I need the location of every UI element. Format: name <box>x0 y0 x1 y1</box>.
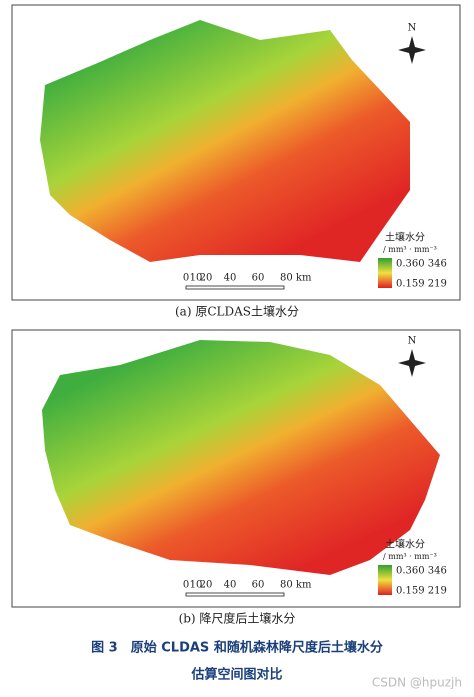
legend-max: 0.360 346 <box>396 566 447 577</box>
compass <box>398 349 426 377</box>
scale-label: 0 <box>183 273 189 284</box>
scale-label: 10 <box>190 273 203 284</box>
scale-label: 0 <box>183 580 189 591</box>
panel: N 土壤水分/ mm³ · mm⁻³ 0.360 346 0.159 219 0 1020… <box>11 329 461 626</box>
scale-bar <box>185 285 285 290</box>
scale-bar <box>185 592 285 597</box>
scale-label: 80 km <box>280 580 312 591</box>
map <box>42 340 440 575</box>
watermark: CSDN @hpuzjh <box>372 676 462 690</box>
legend-title: 土壤水分 <box>385 231 425 244</box>
legend-unit: / mm³ · mm⁻³ <box>383 245 437 254</box>
panel-caption: (b) 降尺度后土壤水分 <box>179 611 296 626</box>
panel-frame <box>11 329 461 608</box>
figure-caption: 估算空间图对比 <box>190 667 282 683</box>
legend-bar <box>378 565 392 595</box>
scale-label: 10 <box>190 580 203 591</box>
scale-label: 60 <box>252 273 265 284</box>
legend-title: 土壤水分 <box>385 538 425 551</box>
legend-max: 0.360 346 <box>396 259 447 270</box>
map <box>40 20 410 262</box>
legend-bar <box>378 258 392 288</box>
compass <box>398 36 426 64</box>
scale-label: 40 <box>224 273 237 284</box>
scale-label: 20 <box>200 580 213 591</box>
legend-min: 0.159 219 <box>396 279 447 290</box>
scale-label: 60 <box>252 580 265 591</box>
north-label: N <box>408 23 417 34</box>
scale-label: 80 km <box>280 273 312 284</box>
panel: N 土壤水分/ mm³ · mm⁻³ 0.360 346 0.159 219 0 1020… <box>11 4 461 319</box>
panel-caption: (a) 原CLDAS土壤水分 <box>175 304 299 319</box>
legend-min: 0.159 219 <box>396 586 447 597</box>
legend-unit: / mm³ · mm⁻³ <box>383 552 437 561</box>
scale-label: 40 <box>224 580 237 591</box>
north-label: N <box>408 336 417 347</box>
scale-label: 20 <box>200 273 213 284</box>
panel-frame <box>11 4 461 301</box>
figure-caption: 图 3 原始 CLDAS 和随机森林降尺度后土壤水分 <box>91 640 383 656</box>
